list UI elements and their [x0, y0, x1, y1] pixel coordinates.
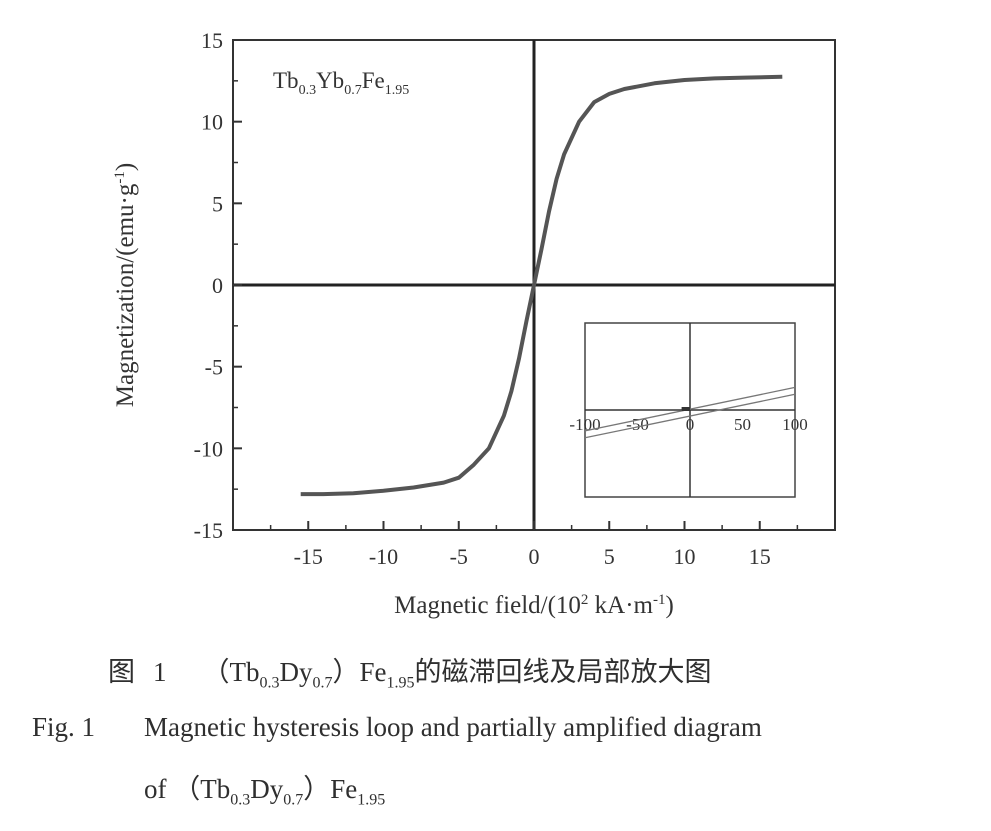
caption-en-fe: Fe: [330, 774, 358, 804]
x-tick-label: 5: [604, 544, 615, 569]
caption-cn-tb: Tb: [229, 657, 260, 687]
sample-element: Tb: [273, 68, 299, 93]
caption-en-dy-sub: 0.7: [283, 791, 304, 809]
caption-chinese: 图 1 （Tb0.3Dy0.7）Fe1.95的磁滞回线及局部放大图: [108, 650, 712, 692]
inset-x-tick-label: 100: [782, 415, 808, 434]
sample-subscript: 0.3: [299, 83, 317, 98]
inset-x-tick-label: -50: [626, 415, 649, 434]
x-tick-label: -5: [450, 544, 468, 569]
caption-cn-text: 的磁滞回线及局部放大图: [414, 657, 712, 687]
x-tick-label: 10: [674, 544, 696, 569]
caption-en-text: Magnetic hysteresis loop and partially a…: [144, 712, 762, 742]
hysteresis-curve: [300, 74, 783, 497]
caption-cn-paren-open: （: [202, 657, 230, 687]
y-axis-label: Magnetization/(emu·g-1): [112, 163, 139, 407]
caption-cn-fig: 图: [108, 657, 135, 687]
sample-element: Yb: [316, 68, 344, 93]
caption-en-paren-open: （: [173, 774, 201, 804]
x-tick-label: 15: [749, 544, 771, 569]
caption-cn-num: 1: [153, 657, 167, 687]
caption-en-of: of: [144, 774, 167, 804]
caption-en-tb-sub: 0.3: [230, 791, 251, 809]
y-tick-label: -15: [194, 518, 223, 543]
x-tick-label: 0: [529, 544, 540, 569]
sample-annotation: Tb0.3Yb0.7Fe1.95: [273, 68, 409, 98]
y-tick-label: 10: [201, 110, 223, 135]
caption-en-dy: Dy: [250, 774, 284, 804]
inset-plot: -100 -50 0 50 100: [569, 322, 808, 498]
x-axis-label-part: 2: [581, 592, 589, 608]
y-axis-label-part: Magnetization/(emu·g: [112, 183, 139, 407]
x-axis-label-part: Magnetic field/(10: [394, 592, 581, 619]
caption-en-lead: Fig. 1: [32, 712, 96, 742]
caption-english-line1: Fig. 1 Magnetic hysteresis loop and parti…: [32, 712, 762, 743]
x-axis-label-part: ): [666, 592, 674, 619]
sample-element: Fe: [362, 68, 385, 93]
caption-cn-paren-close: ）: [332, 657, 360, 687]
y-axis-label-part: -1: [112, 171, 128, 184]
caption-cn-tb-sub: 0.3: [259, 674, 280, 692]
caption-cn-dy-sub: 0.7: [312, 674, 333, 692]
x-tick-label: -15: [294, 544, 323, 569]
sample-subscript: 0.7: [344, 83, 362, 98]
inset-x-tick-label: 0: [686, 415, 695, 434]
x-tick-label: -10: [369, 544, 398, 569]
sample-subscript: 1.95: [385, 83, 410, 98]
x-axis-label: Magnetic field/(102 kA·m-1): [394, 592, 674, 619]
caption-cn-dy: Dy: [279, 657, 313, 687]
caption-en-fe-sub: 1.95: [357, 791, 386, 809]
x-axis-label-part: -1: [653, 592, 666, 608]
y-axis-label-part: ): [112, 163, 139, 171]
x-axis-label-part: kA·m: [588, 592, 653, 619]
y-tick-label: -10: [194, 436, 223, 461]
y-tick-label: 15: [201, 28, 223, 53]
caption-en-tb: Tb: [200, 774, 231, 804]
inset-x-tick-label: -100: [569, 415, 600, 434]
caption-cn-fe: Fe: [359, 657, 387, 687]
y-tick-label: 5: [212, 191, 223, 216]
caption-en-paren-close: ）: [303, 774, 331, 804]
caption-cn-fe-sub: 1.95: [386, 674, 415, 692]
y-tick-label: -5: [205, 355, 223, 380]
caption-english-line2: of （Tb0.3Dy0.7）Fe1.95: [144, 767, 385, 809]
inset-loop-branch: [584, 393, 796, 439]
y-tick-label: 0: [212, 273, 223, 298]
inset-x-tick-label: 50: [734, 415, 751, 434]
inset-center-mark: [681, 407, 690, 411]
